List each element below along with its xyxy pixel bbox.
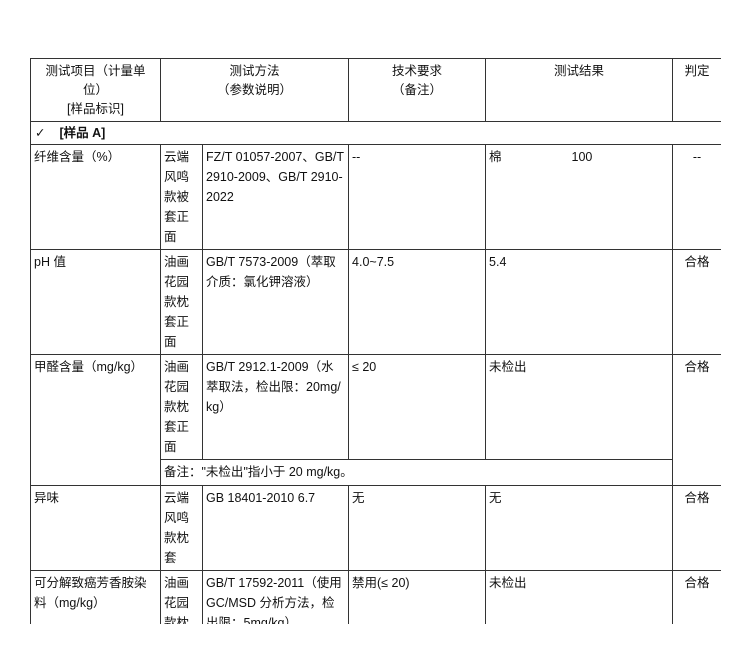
verdict: 合格 (672, 249, 721, 355)
test-item: 甲醛含量（mg/kg） (30, 354, 161, 486)
test-method: GB 18401-2010 6.7 (201, 485, 350, 571)
result: 未检出 (485, 570, 674, 624)
verdict: 合格 (672, 485, 721, 571)
test-report-table-container: 测试项目（计量单位） [样品标识] 测试方法 （参数说明） 技术要求 （备注） 测试结… (30, 58, 721, 624)
requirement: ≤ 20 (348, 354, 487, 460)
test-method: GB/T 2912.1-2009（水萃取法，检出限：20mg/kg） (201, 354, 350, 460)
test-method: FZ/T 01057-2007、GB/T 2910-2009、GB/T 2910… (201, 144, 350, 250)
table-row: pH 值 油画花园款枕套正面 GB/T 7573-2009（萃取介质：氯化钾溶液… (30, 249, 721, 355)
result: 未检出 (485, 354, 674, 460)
test-item: 异味 (30, 485, 161, 571)
sample-id: 云端风鸣款枕套 (160, 485, 203, 571)
result: 5.4 (485, 249, 674, 355)
table-header-row: 测试项目（计量单位） [样品标识] 测试方法 （参数说明） 技术要求 （备注） 测试结… (30, 58, 721, 122)
result: 无 (485, 485, 674, 571)
verdict: 合格 (672, 354, 721, 486)
header-method: 测试方法 （参数说明） (159, 58, 350, 122)
test-item: 可分解致癌芳香胺染料（mg/kg） (30, 570, 161, 624)
table-row: 可分解致癌芳香胺染料（mg/kg） 油画花园款枕套正 GB/T 17592-20… (30, 570, 721, 624)
test-item: 纤维含量（%） (30, 144, 161, 250)
header-item: 测试项目（计量单位） [样品标识] (30, 58, 161, 122)
sample-id: 油画花园款枕套正面 (160, 249, 203, 355)
test-method: GB/T 7573-2009（萃取介质：氯化钾溶液） (201, 249, 350, 355)
sample-id: 油画花园款枕套正 (160, 570, 203, 624)
requirement: 无 (348, 485, 487, 571)
note-row: 备注："未检出"指小于 20 mg/kg。 (31, 459, 722, 486)
requirement: 禁用(≤ 20) (348, 570, 487, 624)
result: 棉 100 (485, 144, 674, 250)
verdict: -- (672, 144, 721, 250)
sample-label: [样品 A] (59, 126, 106, 140)
table-row: 甲醛含量（mg/kg） 油画花园款枕套正面 GB/T 2912.1-2009（水… (30, 354, 721, 486)
requirement: -- (348, 144, 487, 250)
table-row: 异味 云端风鸣款枕套 GB 18401-2010 6.7 无 无 合格 (30, 485, 721, 571)
header-verdict: 判定 (672, 58, 721, 122)
sample-row: ✓ [样品 A] (30, 121, 721, 145)
note: 备注："未检出"指小于 20 mg/kg。 (159, 459, 674, 486)
table-row: 纤维含量（%） 云端风鸣款被套正面 FZ/T 01057-2007、GB/T 2… (30, 144, 721, 250)
requirement: 4.0~7.5 (348, 249, 487, 355)
sample-id: 云端风鸣款被套正面 (160, 144, 203, 250)
check-icon: ✓ (35, 126, 46, 140)
sample-id: 油画花园款枕套正面 (160, 354, 203, 460)
verdict: 合格 (672, 570, 721, 624)
header-requirement: 技术要求 （备注） (348, 58, 487, 122)
test-item: pH 值 (30, 249, 161, 355)
test-method: GB/T 17592-2011（使用 GC/MSD 分析方法，检出限：5mg/k… (201, 570, 350, 624)
test-report-table: 测试项目（计量单位） [样品标识] 测试方法 （参数说明） 技术要求 （备注） 测试结… (30, 58, 721, 624)
header-result: 测试结果 (485, 58, 674, 122)
